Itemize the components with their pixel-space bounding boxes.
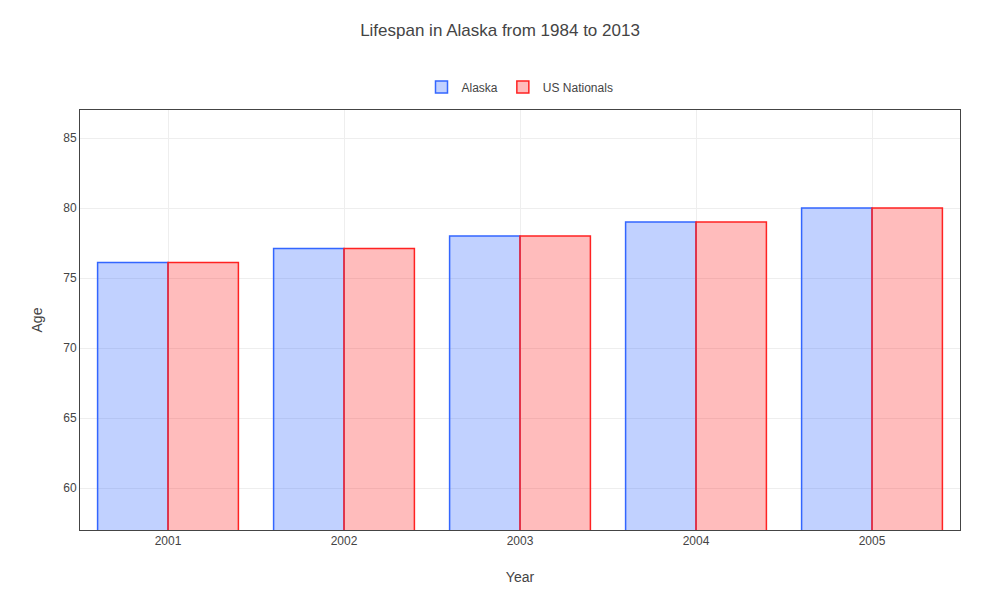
svg-text:85: 85 [63, 131, 77, 145]
svg-text:80: 80 [63, 201, 77, 215]
svg-text:Age: Age [29, 307, 45, 332]
svg-text:2004: 2004 [683, 534, 710, 548]
svg-text:60: 60 [63, 481, 77, 495]
svg-text:Year: Year [506, 569, 535, 585]
svg-text:70: 70 [63, 341, 77, 355]
svg-text:US Nationals: US Nationals [543, 81, 613, 95]
svg-text:Alaska: Alaska [462, 81, 498, 95]
svg-text:75: 75 [63, 271, 77, 285]
svg-text:2001: 2001 [155, 534, 182, 548]
svg-text:65: 65 [63, 411, 77, 425]
svg-text:2003: 2003 [507, 534, 534, 548]
svg-text:2002: 2002 [331, 534, 358, 548]
svg-text:Lifespan in Alaska from 1984 t: Lifespan in Alaska from 1984 to 2013 [360, 21, 640, 40]
svg-text:2005: 2005 [859, 534, 886, 548]
